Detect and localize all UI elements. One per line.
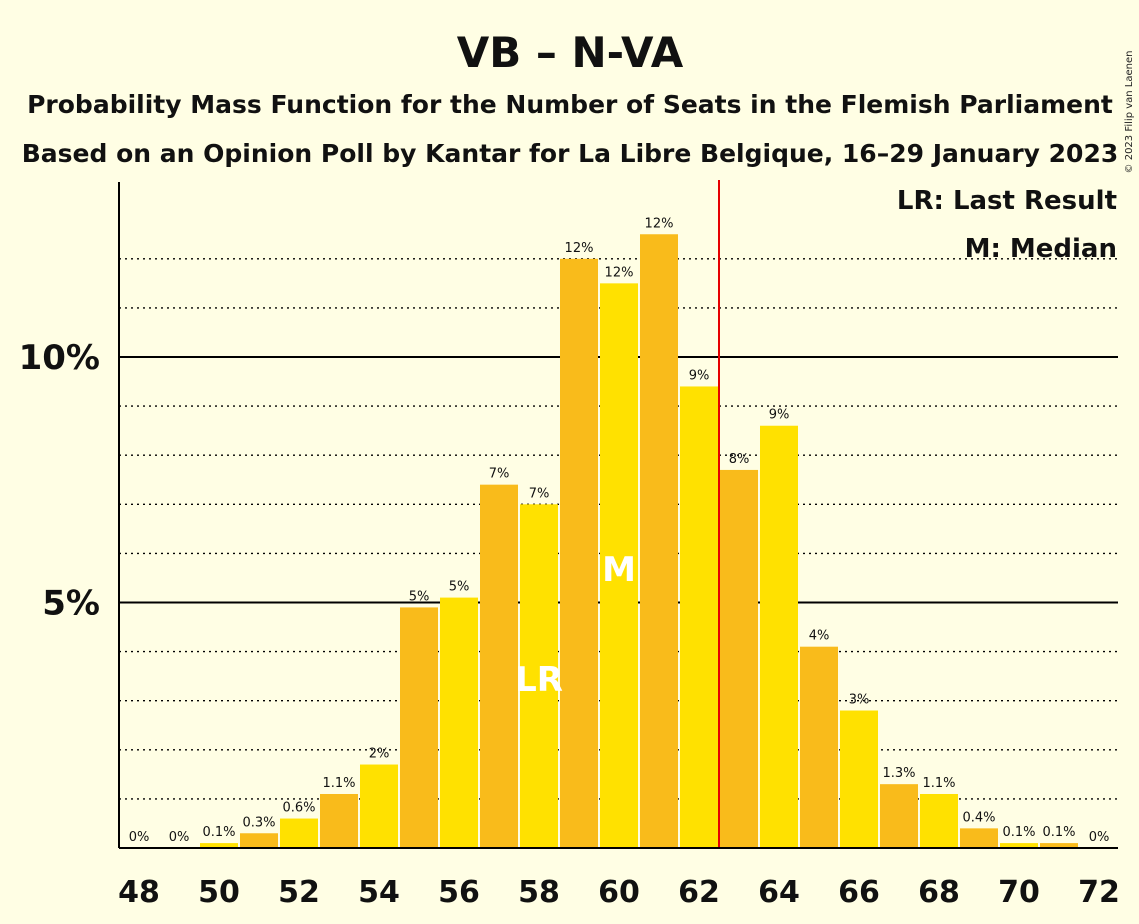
data-label-seat-67: 1.3% xyxy=(882,766,915,781)
bar-seat-68 xyxy=(920,793,958,848)
x-tick-label: 70 xyxy=(998,875,1040,910)
data-label-seat-71: 0.1% xyxy=(1042,825,1075,840)
y-tick-label: 10% xyxy=(19,338,100,378)
x-tick-label: 64 xyxy=(758,875,800,910)
bar-seat-67 xyxy=(880,784,918,848)
data-label-seat-50: 0.1% xyxy=(202,825,235,840)
bar-seat-70 xyxy=(1000,843,1038,848)
bar-seat-66 xyxy=(840,710,878,848)
bar-seat-64 xyxy=(760,425,798,848)
x-tick-label: 58 xyxy=(518,875,560,910)
chart-subtitle-2: Based on an Opinion Poll by Kantar for L… xyxy=(22,139,1119,168)
bar-seat-69 xyxy=(960,828,998,848)
data-labels-group: 0% 0% 0.1% 0.3% 0.6% 1.1% 2% 5% 5% 7% 7% 12% 12% 12% 9… xyxy=(129,216,1110,845)
data-label-seat-49: 0% xyxy=(169,830,190,845)
data-label-seat-60: 12% xyxy=(605,265,634,280)
data-label-seat-61: 12% xyxy=(645,216,674,231)
bar-seat-60 xyxy=(600,283,638,849)
y-tick-labels: 5% 10% xyxy=(19,338,100,624)
data-label-seat-54: 2% xyxy=(369,747,390,762)
x-tick-label: 56 xyxy=(438,875,480,910)
data-label-seat-68: 1.1% xyxy=(922,776,955,791)
x-tick-labels: 48 50 52 54 56 58 60 62 64 66 68 70 72 xyxy=(118,875,1120,910)
bar-seat-61 xyxy=(640,234,678,848)
x-tick-label: 48 xyxy=(118,875,160,910)
data-label-seat-59: 12% xyxy=(565,241,594,256)
data-label-seat-64: 9% xyxy=(769,408,790,423)
bar-seat-50 xyxy=(200,843,238,848)
chart-subtitle-1: Probability Mass Function for the Number… xyxy=(27,90,1113,119)
data-label-seat-65: 4% xyxy=(809,629,830,644)
bar-seat-54 xyxy=(360,764,398,848)
median-marker: M xyxy=(602,550,636,590)
x-tick-label: 50 xyxy=(198,875,240,910)
x-tick-label: 72 xyxy=(1078,875,1120,910)
bar-seat-62 xyxy=(680,386,718,848)
data-label-seat-58: 7% xyxy=(529,486,550,501)
data-label-seat-55: 5% xyxy=(409,589,430,604)
bar-seat-52 xyxy=(280,818,318,848)
data-label-seat-52: 0.6% xyxy=(282,801,315,816)
axes-group xyxy=(118,182,1118,849)
legend-median: M: Median xyxy=(965,234,1117,264)
data-label-seat-62: 9% xyxy=(689,368,710,383)
bar-seat-57 xyxy=(480,484,518,848)
data-label-seat-48: 0% xyxy=(129,830,150,845)
bar-seat-59 xyxy=(560,258,598,848)
data-label-seat-72: 0% xyxy=(1089,830,1110,845)
bar-seat-55 xyxy=(400,607,438,848)
x-tick-label: 66 xyxy=(838,875,880,910)
data-label-seat-53: 1.1% xyxy=(322,776,355,791)
x-tick-label: 54 xyxy=(358,875,400,910)
bar-seat-65 xyxy=(800,646,838,848)
x-tick-label: 62 xyxy=(678,875,720,910)
data-label-seat-51: 0.3% xyxy=(242,815,275,830)
bar-seat-63 xyxy=(720,469,758,848)
data-label-seat-63: 8% xyxy=(729,452,750,467)
bars-group xyxy=(200,234,1078,849)
legend-last-result: LR: Last Result xyxy=(897,186,1117,216)
bar-seat-71 xyxy=(1040,843,1078,848)
data-label-seat-56: 5% xyxy=(449,580,470,595)
data-label-seat-66: 3% xyxy=(849,693,870,708)
markers-group: LR M xyxy=(515,180,720,848)
last-result-marker: LR xyxy=(515,660,563,700)
copyright-text: © 2023 Filip van Laenen xyxy=(1124,51,1135,174)
bar-seat-51 xyxy=(240,833,278,848)
data-label-seat-57: 7% xyxy=(489,467,510,482)
x-tick-label: 68 xyxy=(918,875,960,910)
bar-seat-58 xyxy=(520,504,558,848)
x-tick-label: 60 xyxy=(598,875,640,910)
bar-seat-56 xyxy=(440,597,478,848)
y-tick-label: 5% xyxy=(42,584,100,624)
chart-title: VB – N-VA xyxy=(457,28,684,77)
x-tick-label: 52 xyxy=(278,875,320,910)
bar-seat-53 xyxy=(320,793,358,848)
data-label-seat-69: 0.4% xyxy=(962,810,995,825)
data-label-seat-70: 0.1% xyxy=(1002,825,1035,840)
